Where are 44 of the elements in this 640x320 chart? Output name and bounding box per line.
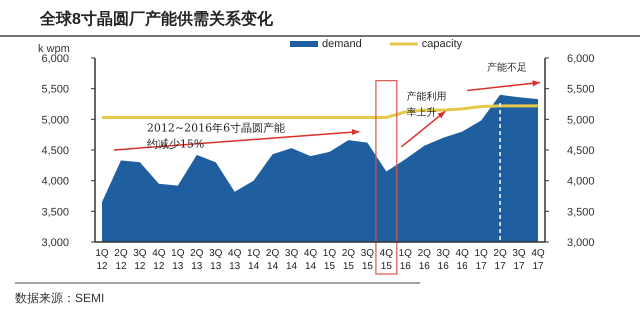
x-tick-label: 2Q 17 — [493, 248, 507, 272]
x-tick-label: 1Q 15 — [322, 248, 336, 272]
x-tick-label: 4Q 14 — [304, 248, 318, 272]
y-tick-label: 4,500 — [41, 145, 69, 157]
x-tick-label: 3Q 12 — [133, 248, 147, 272]
y-tick-label: 4,000 — [41, 176, 69, 188]
x-tick-label: 3Q 15 — [360, 248, 374, 272]
x-tick-label: 2Q 12 — [114, 248, 128, 272]
y2-tick-label: 6,000 — [567, 53, 595, 65]
x-tick-label: 1Q 16 — [398, 248, 412, 272]
x-tick-label: 4Q 16 — [456, 248, 470, 272]
source-note: 数据来源：SEMI — [15, 291, 104, 305]
y-tick-label: 3,000 — [41, 237, 69, 249]
y2-tick-label: 4,500 — [567, 145, 595, 157]
y2-tick-label: 3,000 — [567, 237, 595, 249]
x-tick-label: 4Q 13 — [228, 248, 242, 272]
y2-tick-label: 5,500 — [567, 84, 595, 96]
x-tick-label: 2Q 16 — [418, 248, 432, 272]
x-tick-label: 4Q 17 — [531, 248, 545, 272]
x-tick-label: 3Q 14 — [284, 248, 298, 272]
x-tick-label: 4Q 15 — [380, 248, 394, 272]
x-tick-label: 3Q 13 — [209, 248, 223, 272]
x-tick-label: 3Q 17 — [512, 248, 526, 272]
annotation: 产能不足 — [487, 61, 528, 74]
x-tick-label: 4Q 12 — [152, 248, 166, 272]
x-tick-label: 2Q 15 — [342, 248, 356, 272]
x-tick-label: 1Q 12 — [95, 248, 109, 272]
y2-tick-label: 3,500 — [567, 206, 595, 218]
y2-tick-label: 5,000 — [567, 114, 595, 126]
legend-label: capacity — [422, 38, 463, 50]
chart-title: 全球8寸晶圆厂产能供需关系变化 — [39, 10, 274, 28]
y2-tick-label: 4,000 — [567, 176, 595, 188]
x-tick-label: 1Q 13 — [171, 248, 185, 272]
y-tick-label: 5,500 — [41, 84, 69, 96]
x-tick-label: 1Q 17 — [474, 248, 488, 272]
x-tick-label: 3Q 16 — [436, 248, 450, 272]
x-tick-label: 2Q 14 — [266, 248, 280, 272]
y-axis-title: k wpm — [38, 43, 70, 55]
x-tick-label: 1Q 14 — [246, 248, 261, 272]
y-tick-label: 6,000 — [41, 53, 69, 65]
legend-label: demand — [322, 38, 362, 50]
y-tick-label: 3,500 — [41, 206, 69, 218]
x-tick-label: 2Q 13 — [190, 248, 204, 272]
y-tick-label: 5,000 — [41, 114, 69, 126]
